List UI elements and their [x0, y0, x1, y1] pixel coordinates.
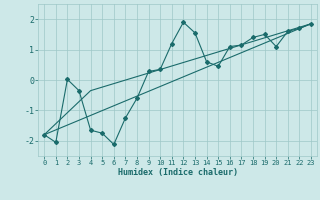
X-axis label: Humidex (Indice chaleur): Humidex (Indice chaleur) — [118, 168, 238, 177]
